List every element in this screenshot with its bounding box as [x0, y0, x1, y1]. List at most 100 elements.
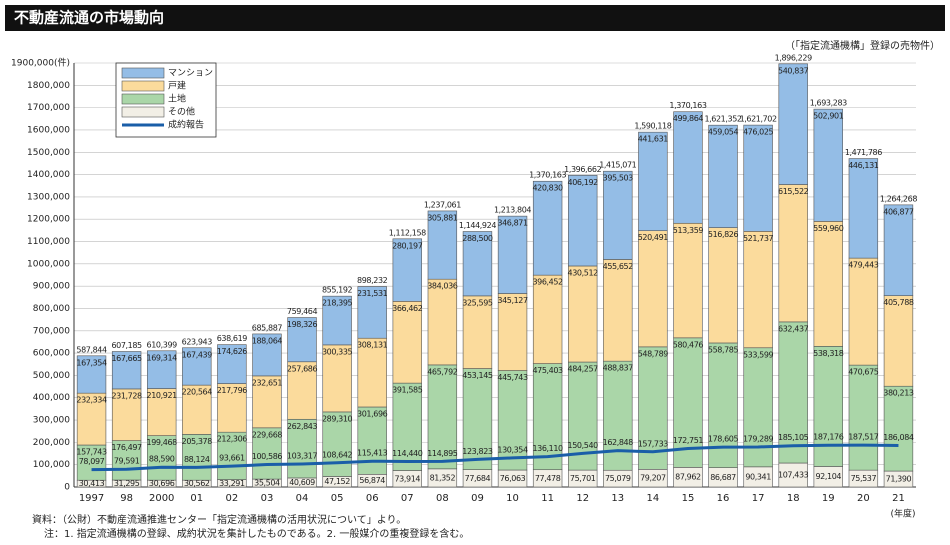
value-label: 167,439 [182, 350, 213, 359]
line-label: 88,124 [184, 455, 210, 464]
x-tick-label: 2000 [149, 493, 174, 504]
x-tick-label: 21 [892, 493, 905, 504]
x-tick-label: 12 [576, 493, 589, 504]
value-label: 218,395 [322, 299, 353, 308]
value-label: 538,318 [813, 349, 844, 358]
bar-segment [532, 363, 563, 471]
value-label: 30,696 [149, 479, 175, 488]
y-tick-label: 1300,000 [27, 192, 70, 202]
value-label: 396,452 [532, 278, 563, 287]
value-label: 174,626 [217, 347, 248, 356]
legend-label: マンション [168, 69, 213, 79]
line-label: 172,751 [673, 436, 704, 445]
total-label: 638,619 [217, 334, 248, 343]
x-tick-label: 11 [541, 493, 554, 504]
bar-segment [252, 427, 282, 480]
value-label: 406,877 [883, 207, 914, 216]
value-label: 470,675 [848, 368, 879, 377]
bar-segment [568, 265, 598, 363]
x-tick-label: 14 [647, 493, 660, 504]
bar-segment [813, 346, 843, 467]
bar-segment [532, 274, 563, 364]
value-label: 445,743 [497, 373, 528, 382]
value-label: 406,192 [568, 178, 599, 187]
value-label: 533,599 [743, 350, 774, 359]
legend-swatch [121, 106, 165, 118]
value-label: 455,652 [603, 262, 634, 271]
total-label: 1,415,071 [599, 161, 636, 170]
y-tick-label: 1500,000 [27, 148, 70, 158]
value-label: 475,403 [532, 366, 563, 375]
bar-segment [287, 317, 317, 363]
value-label: 420,830 [532, 184, 563, 193]
value-label: 90,341 [745, 472, 771, 481]
legend-swatch [121, 80, 165, 92]
value-label: 75,701 [570, 474, 596, 483]
line-label: 187,176 [813, 433, 844, 442]
bar-segment [217, 344, 247, 384]
line-label: 123,823 [462, 447, 493, 456]
y-tick-label: 200,000 [33, 438, 70, 448]
value-label: 220,564 [182, 388, 213, 397]
bar-segment [252, 375, 282, 429]
bar-segment [883, 295, 914, 387]
value-label: 169,314 [147, 353, 178, 362]
line-label: 179,289 [743, 434, 774, 443]
value-label: 395,503 [603, 174, 634, 183]
legend-label: その他 [168, 106, 195, 118]
line-label: 186,084 [883, 433, 914, 442]
x-tick-label: 04 [296, 493, 309, 504]
total-label: 898,232 [357, 276, 388, 285]
total-label: 1,693,283 [810, 99, 847, 108]
y-tick-label: 500,000 [33, 371, 70, 381]
bar-segment [217, 431, 247, 480]
bar-segment [76, 392, 107, 446]
value-label: 35,504 [254, 479, 280, 488]
total-label: 1,370,163 [669, 101, 706, 110]
y-tick-label: 800,000 [33, 304, 70, 314]
y-tick-label: 1200,000 [27, 215, 70, 225]
value-label: 31,295 [114, 479, 140, 488]
total-label: 759,464 [287, 307, 318, 316]
bar-segment [743, 231, 773, 349]
line-label: 78,097 [79, 457, 105, 466]
bar-segment [462, 231, 493, 297]
x-tick-label: 17 [752, 493, 765, 504]
bar-segment [708, 227, 738, 344]
value-label: 107,433 [778, 471, 809, 480]
value-label: 615,522 [778, 187, 809, 196]
line-label: 178,605 [708, 435, 739, 444]
x-tick-label: 18 [787, 493, 800, 504]
value-label: 516,826 [708, 230, 739, 239]
value-label: 232,651 [252, 378, 283, 387]
value-label: 632,437 [778, 324, 809, 333]
y-tick-label: 1400,000 [27, 170, 70, 180]
value-label: 199,468 [147, 438, 178, 447]
total-label: 1,370,163 [529, 171, 566, 180]
bar-segment [252, 333, 282, 377]
total-label: 1,471,786 [845, 148, 882, 157]
y-tick-label: 900,000 [33, 282, 70, 292]
value-label: 558,785 [708, 345, 739, 354]
value-label: 502,901 [813, 112, 844, 121]
value-label: 366,462 [392, 304, 423, 313]
value-label: 76,063 [500, 474, 526, 483]
total-label: 1,621,702 [740, 115, 777, 124]
x-unit: (年度) [890, 508, 915, 520]
legend-label: 成約報告 [168, 119, 204, 131]
value-label: 308,131 [357, 341, 388, 350]
value-label: 391,585 [392, 386, 423, 395]
total-label: 1,621,352 [704, 115, 741, 124]
value-label: 288,500 [462, 234, 493, 243]
bar-segment [392, 382, 422, 471]
value-label: 56,874 [359, 476, 385, 485]
y-tick-label: 0 [64, 483, 70, 493]
total-label: 623,943 [182, 337, 213, 346]
bar-segment [392, 301, 422, 384]
total-label: 855,192 [322, 286, 353, 295]
bar-segment [603, 360, 633, 471]
value-label: 75,079 [605, 474, 631, 483]
x-tick-label: 06 [366, 493, 379, 504]
bar-segment [427, 278, 458, 366]
x-tick-label: 01 [190, 493, 203, 504]
